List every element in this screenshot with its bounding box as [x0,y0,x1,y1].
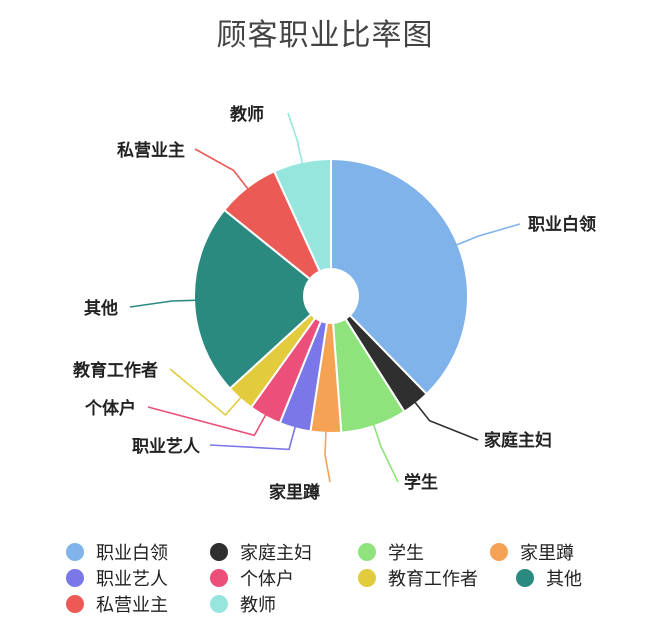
slice-label-1: 职业白领 [528,214,596,235]
slice-label-2: 家庭主妇 [484,430,552,451]
slice-label-9: 私营业主 [117,140,185,161]
leader-line-9 [194,148,251,192]
pie-slice-1[interactable] [330,157,469,396]
slice-label-6: 个体户 [84,398,136,419]
leader-line-2 [412,399,479,441]
leader-line-8 [129,299,199,308]
pie-slice-10[interactable] [272,157,332,273]
leader-line-7 [169,368,244,417]
leader-line-1 [453,223,521,247]
chart-title: 顾客职业比率图 [216,18,434,53]
leader-line-10 [287,112,304,167]
pie-slice-8[interactable] [193,208,313,390]
slice-label-5: 职业艺人 [132,436,201,457]
leader-line-5 [209,424,297,451]
slice-label-3: 学生 [404,472,438,493]
slice-label-4: 家里蹲 [269,482,320,503]
slice-label-8: 其他 [84,298,118,319]
leader-line-4 [324,428,331,483]
slice-label-10: 教师 [229,104,264,125]
slice-label-7: 教育工作者 [72,360,158,381]
leader-line-6 [147,406,268,437]
leader-line-3 [372,421,399,483]
